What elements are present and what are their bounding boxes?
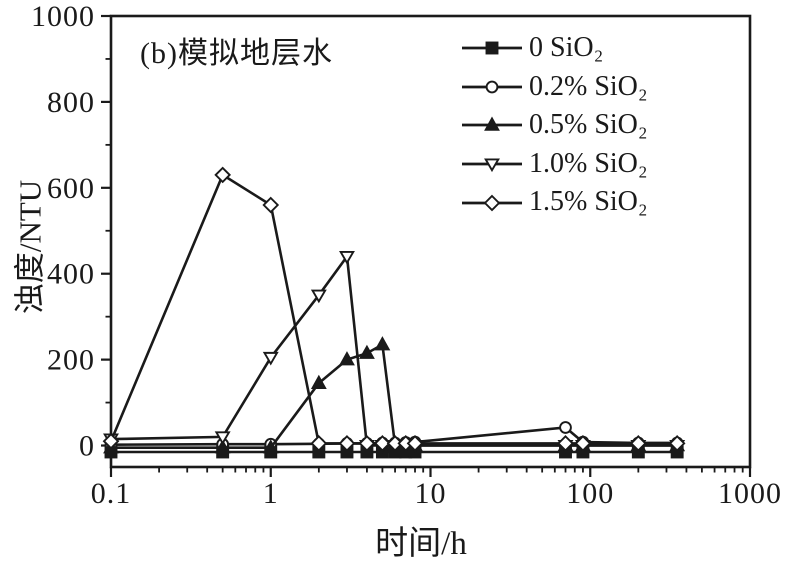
marker-triangle-down-series-3 (214, 431, 231, 446)
x-tick-label: 10 (415, 477, 447, 510)
marker-triangle-down-series-3 (339, 250, 355, 265)
marker-triangle-down-series-3 (310, 289, 327, 304)
legend-marker-square (485, 41, 499, 55)
marker-diamond-series-4 (557, 435, 574, 452)
marker-diamond-series-4 (406, 435, 424, 452)
y-tick-label: 800 (47, 86, 95, 119)
marker-diamond-series-4 (668, 435, 686, 452)
legend-marker-diamond (483, 194, 501, 212)
marker-triangle-up-series-2 (262, 439, 279, 454)
y-tick-label: 0 (79, 430, 95, 463)
marker-triangle-down-series-3 (262, 351, 279, 366)
chart-title: (b)模拟地层水 (140, 37, 333, 70)
y-axis-label: 浊度/NTU (12, 179, 48, 315)
series-line-3 (110, 253, 678, 447)
legend-marker-triangle-up (484, 117, 500, 132)
legend-item-0: 0 SiO₂ (461, 29, 648, 68)
y-tick-label: 200 (47, 344, 95, 377)
x-tick-label: 100 (566, 477, 614, 510)
series-line-2 (111, 342, 678, 450)
marker-diamond-series-4 (629, 435, 647, 452)
marker-circle-series-1 (559, 421, 572, 434)
marker-diamond-series-4 (386, 435, 404, 452)
marker-diamond-series-4 (574, 435, 592, 452)
legend-label-0: 0 SiO₂ (529, 32, 604, 63)
marker-triangle-up-series-2 (310, 374, 327, 389)
legend-marker-triangle-down (484, 158, 500, 173)
plot-frame (109, 14, 752, 469)
marker-triangle-up-series-2 (359, 344, 375, 359)
legend-item-4: 1.5% SiO₂ (461, 183, 648, 222)
legend-label-1: 0.2% SiO₂ (529, 70, 648, 102)
y-tick-label: 1000 (31, 0, 95, 33)
marker-diamond-series-4 (262, 196, 280, 214)
marker-triangle-up-series-2 (214, 439, 231, 454)
x-tick-label: 0.1 (91, 477, 132, 510)
x-axis-label: 时间/h (375, 526, 467, 562)
marker-diamond-series-4 (374, 435, 391, 452)
legend-marker-circle (485, 80, 499, 94)
marker-diamond-series-4 (358, 435, 376, 452)
legend-sample-1 (462, 80, 522, 94)
legend-item-1: 0.2% SiO₂ (461, 68, 648, 107)
legend-label-2: 0.5% SiO₂ (529, 109, 648, 141)
legend-item-3: 1.0% SiO₂ (461, 145, 648, 184)
legend-sample-4 (462, 194, 522, 212)
marker-diamond-series-4 (338, 435, 356, 452)
marker-triangle-up-series-2 (374, 336, 391, 351)
legend-sample-0 (462, 41, 522, 55)
marker-triangle-up-series-2 (339, 351, 355, 366)
legend: 0 SiO₂ 0.2% SiO₂ 0.5% SiO₂ 1.0% SiO₂ 1.5% Si… (461, 29, 648, 222)
marker-diamond-series-4 (102, 432, 120, 450)
legend-item-2: 0.5% SiO₂ (461, 106, 648, 145)
x-tick-label: 1000 (718, 477, 782, 510)
legend-sample-2 (462, 117, 522, 132)
marker-diamond-series-4 (310, 435, 328, 452)
marker-diamond-series-4 (214, 166, 232, 184)
x-tick-label: 1 (263, 477, 279, 510)
y-tick-label: 600 (47, 172, 95, 205)
legend-label-3: 1.0% SiO₂ (529, 147, 648, 179)
y-tick-label: 400 (47, 258, 95, 291)
legend-sample-3 (462, 158, 522, 173)
legend-label-4: 1.5% SiO₂ (529, 186, 648, 218)
